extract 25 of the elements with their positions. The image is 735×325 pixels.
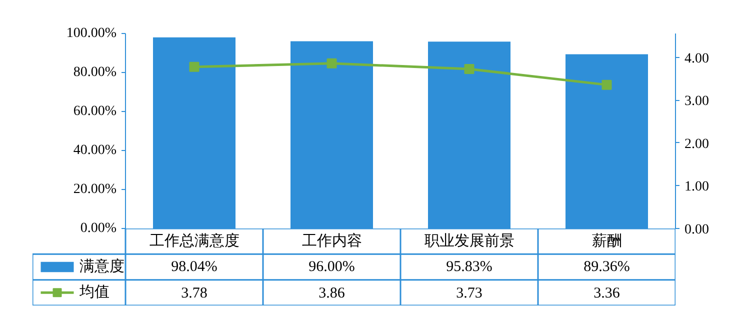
y-tick-label: 80.00% [73, 65, 117, 80]
data-label: 95.83% [446, 259, 492, 275]
y2-tick-label: 2.00 [684, 136, 709, 152]
x-tick-label: 工作总满意度 [149, 232, 240, 250]
y-tick-label: 20.00% [73, 182, 117, 197]
data-label: 89.36% [584, 259, 630, 275]
data-label: 3.78 [181, 286, 208, 302]
y2-tick-label: 3.00 [684, 94, 709, 110]
x-tick-label: 职业发展前景 [424, 232, 514, 250]
data-label: 96.00% [308, 259, 355, 275]
legend-label: 满意度 [79, 258, 124, 275]
data-label: 3.36 [594, 286, 620, 302]
y-tick-label: 0.00% [80, 221, 117, 236]
data-label: 3.73 [456, 286, 482, 302]
data-label: 3.86 [318, 286, 346, 302]
y-tick-label: 40.00% [73, 143, 117, 158]
y2-tick-label: 0.00 [684, 222, 709, 238]
y2-tick-label: 1.00 [684, 180, 709, 195]
legend-label: 均值 [78, 284, 110, 301]
y-tick-label: 60.00% [73, 104, 117, 119]
x-tick-label: 工作内容 [302, 232, 362, 250]
x-tick-label: 薪酬 [592, 232, 622, 250]
y2-tick-label: 4.00 [684, 51, 709, 66]
data-label: 98.04% [171, 259, 218, 275]
y-tick-label: 100.00% [66, 26, 117, 41]
